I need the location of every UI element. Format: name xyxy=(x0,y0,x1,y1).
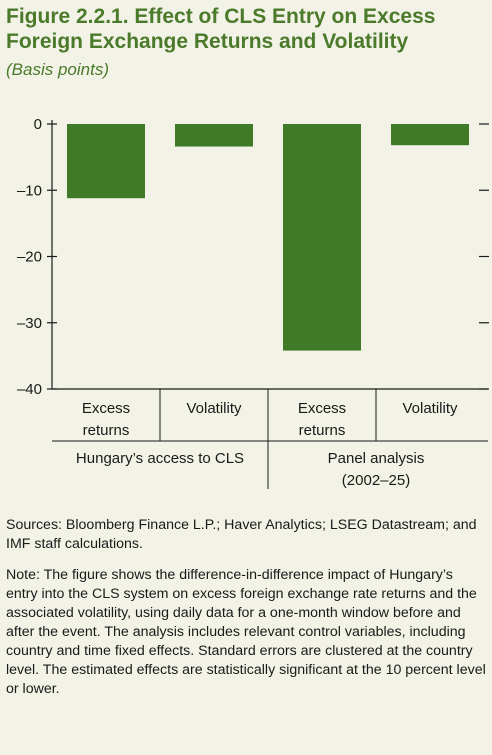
bar-chart: 0 –10 –20 –30 –40 Excess returns Volatility Exce… xyxy=(17,116,489,489)
bar xyxy=(175,124,253,147)
y-tick-label: –20 xyxy=(17,249,42,266)
y-tick-label: –40 xyxy=(17,381,42,398)
y-tick-label: 0 xyxy=(34,116,42,133)
notes-section: Sources: Bloomberg Finance L.P.; Haver A… xyxy=(6,516,488,711)
note-text: Note: The figure shows the difference-in… xyxy=(6,567,486,697)
bar xyxy=(67,124,145,199)
group-label: Hungary’s access to CLS xyxy=(76,450,244,467)
group-label: (2002–25) xyxy=(342,472,410,489)
bar xyxy=(391,124,469,146)
sources-text: Sources: Bloomberg Finance L.P.; Haver A… xyxy=(6,517,477,552)
y-tick-label: –30 xyxy=(17,315,42,332)
y-tick-label: –10 xyxy=(17,182,42,199)
x-tick-label: Excess xyxy=(82,400,130,417)
group-label: Panel analysis xyxy=(328,450,425,467)
x-tick-label: returns xyxy=(299,422,346,439)
figure-title: Figure 2.2.1. Effect of CLS Entry on Exc… xyxy=(6,5,436,53)
x-tick-label: Volatility xyxy=(402,400,458,417)
x-tick-label: Excess xyxy=(298,400,346,417)
x-tick-label: Volatility xyxy=(186,400,242,417)
x-tick-label: returns xyxy=(83,422,130,439)
bar xyxy=(283,124,361,351)
figure-subtitle: (Basis points) xyxy=(6,60,109,79)
